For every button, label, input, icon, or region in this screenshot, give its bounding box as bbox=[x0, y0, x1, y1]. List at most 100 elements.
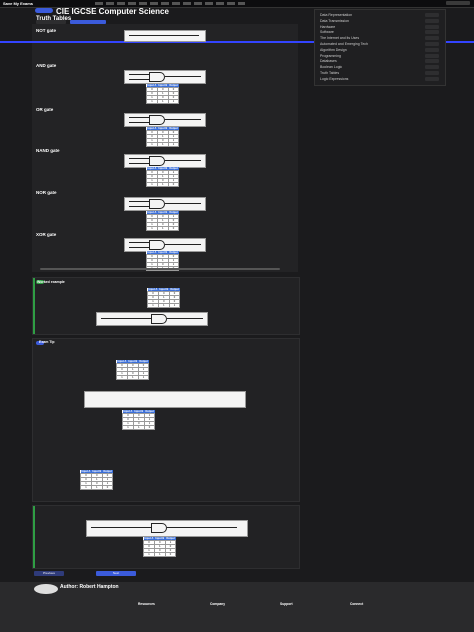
top-nav-links[interactable] bbox=[95, 2, 245, 5]
table-cell: 1 bbox=[116, 375, 128, 380]
topic-item[interactable]: Truth Tables bbox=[320, 71, 340, 75]
tip-truth-table-2: Input A Input B Output 0 0 1 0 1 1 1 0 1 1 1 0 bbox=[122, 410, 156, 430]
column-header: Input B bbox=[154, 537, 166, 541]
exam-tip-heading: Exam Tip bbox=[39, 340, 55, 344]
table-cell: 0 bbox=[143, 425, 156, 430]
table-cell: 1 bbox=[156, 99, 169, 104]
topic-expand-button[interactable] bbox=[425, 47, 439, 52]
worked-example-heading: Worked example bbox=[37, 280, 65, 284]
nor-gate-diagram bbox=[124, 197, 206, 211]
topic-item[interactable]: Software bbox=[320, 30, 334, 35]
truth-table-header: Input A Input B Output bbox=[146, 167, 179, 171]
section-heading-xor: XOR gate bbox=[36, 232, 57, 237]
column-header: Output bbox=[168, 251, 179, 255]
column-header: Input A bbox=[146, 167, 158, 171]
topic-expand-button[interactable] bbox=[425, 24, 439, 29]
topic-item[interactable]: The Internet and its Uses bbox=[320, 36, 360, 41]
tip-truth-table-3: Input A Input B Output 0 0 0 0 1 1 1 0 1 1 1 0 bbox=[80, 470, 114, 490]
card-accent-2 bbox=[33, 506, 35, 568]
column-header: Input B bbox=[158, 288, 170, 292]
topic-expand-button[interactable] bbox=[425, 65, 439, 70]
topic-expand-button[interactable] bbox=[425, 59, 439, 64]
table-cell: 1 bbox=[126, 375, 139, 380]
column-header: Input A bbox=[146, 251, 158, 255]
truth-table-header: Input A Input B Output bbox=[146, 251, 179, 255]
topic-item[interactable]: Data Representation bbox=[320, 13, 353, 17]
not-gate-diagram bbox=[124, 30, 206, 42]
topic-expand-button[interactable] bbox=[425, 13, 439, 17]
table-cell: 1 bbox=[143, 552, 155, 557]
topic-expand-button[interactable] bbox=[425, 53, 439, 58]
column-header: Input A bbox=[80, 470, 92, 474]
table-cell: 1 bbox=[80, 485, 92, 490]
footer-col-1: Resources bbox=[138, 602, 155, 606]
table-cell: 1 bbox=[146, 182, 158, 187]
topic-expand-button[interactable] bbox=[425, 76, 439, 81]
topic-expand-button[interactable] bbox=[425, 36, 439, 41]
next-button[interactable]: Next bbox=[96, 571, 136, 576]
column-header: Output bbox=[168, 127, 179, 131]
brand-logo[interactable]: Save My Exams bbox=[3, 1, 34, 6]
table-cell: 1 bbox=[168, 303, 181, 308]
column-header: Output bbox=[169, 288, 180, 292]
topic-item[interactable]: Logic Expressions bbox=[320, 76, 349, 81]
topic-item[interactable]: Data Transmission bbox=[320, 18, 349, 23]
tip-truth-table-1: Input A Input B Output 0 0 0 0 1 1 1 0 1 1 1 1 bbox=[116, 360, 150, 380]
column-header: Input B bbox=[157, 211, 169, 215]
column-header: Input A bbox=[147, 288, 159, 292]
notes-content bbox=[32, 24, 298, 272]
tip-circuit-diagram bbox=[84, 391, 246, 408]
or-truth-table: Input A Input B Output 0 0 0 0 1 1 1 0 1 1 1 1 bbox=[146, 127, 180, 147]
topic-expand-button[interactable] bbox=[425, 71, 439, 75]
topic-item[interactable]: Boolean Logic bbox=[320, 65, 343, 70]
truth-table-header: Input A Input B Output bbox=[146, 127, 179, 131]
topic-expand-button[interactable] bbox=[425, 30, 439, 35]
topic-item[interactable]: Algorithm Design bbox=[320, 47, 347, 52]
page-title: Truth Tables bbox=[36, 16, 72, 22]
table-cell: 0 bbox=[164, 552, 177, 557]
topic-item[interactable]: Databases bbox=[320, 59, 337, 64]
truth-table-header: Input A Input B Output bbox=[143, 537, 176, 541]
nand-truth-table: Input A Input B Output 0 0 1 0 1 1 1 0 1 1 1 0 bbox=[146, 167, 180, 187]
lightbulb-icon bbox=[36, 341, 44, 345]
previous-button[interactable]: Previous bbox=[34, 571, 64, 576]
and-gate-diagram bbox=[124, 70, 206, 84]
topic-item[interactable]: Programming bbox=[320, 53, 342, 58]
topic-item[interactable]: Automated and Emerging Tech bbox=[320, 42, 368, 46]
xor-gate-diagram bbox=[124, 238, 206, 252]
topic-item[interactable]: Hardware bbox=[320, 24, 336, 29]
table-cell: 1 bbox=[90, 485, 103, 490]
tab-download-notes[interactable] bbox=[70, 20, 106, 24]
nand-gate-diagram bbox=[124, 154, 206, 168]
footer-col-4: Connect bbox=[350, 602, 364, 606]
truth-table-header: Input A Input B Output bbox=[146, 211, 179, 215]
course-badge[interactable] bbox=[35, 8, 53, 13]
tab-revision-notes[interactable] bbox=[36, 20, 66, 24]
example-truth-table: Input A Input B Output 0 0 0 0 1 0 1 0 0 1 1 1 bbox=[147, 288, 181, 308]
top-navbar: Save My Exams bbox=[0, 0, 474, 8]
table-cell: 1 bbox=[147, 303, 159, 308]
table-cell: 0 bbox=[167, 226, 180, 231]
account-button[interactable] bbox=[446, 1, 470, 5]
column-header: Input A bbox=[116, 360, 128, 364]
topic-expand-button[interactable] bbox=[425, 18, 439, 23]
card-accent bbox=[33, 278, 35, 334]
column-header: Output bbox=[138, 360, 149, 364]
topic-expand-button[interactable] bbox=[425, 42, 439, 46]
